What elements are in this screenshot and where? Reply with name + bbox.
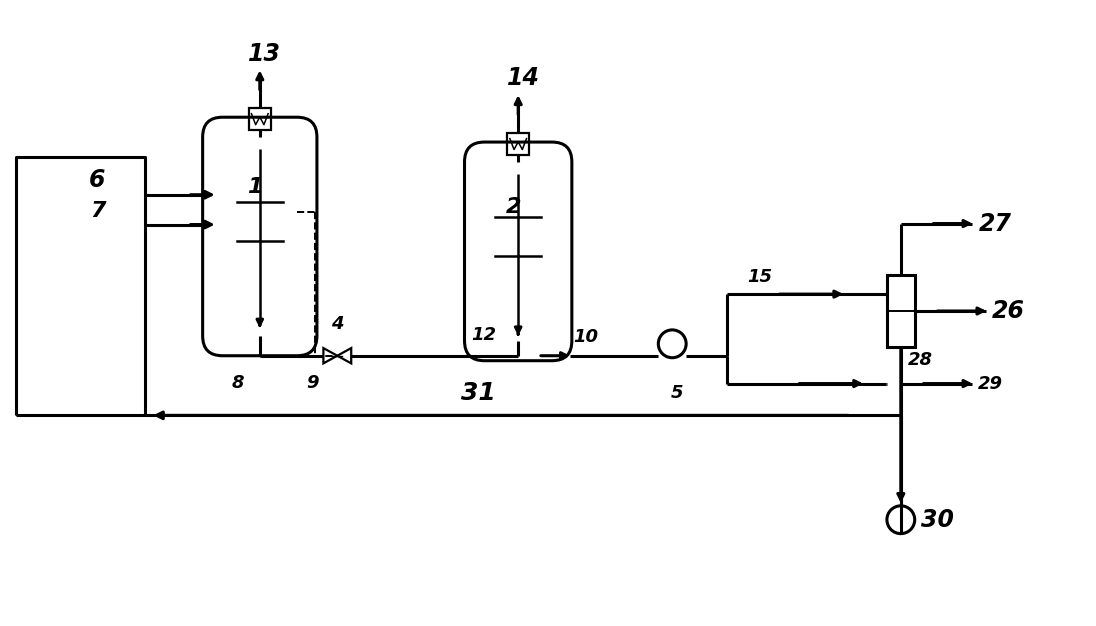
Text: 6: 6 [89, 168, 105, 192]
Text: 5: 5 [671, 384, 684, 401]
Bar [887, 275, 915, 347]
Text: 4: 4 [331, 315, 343, 333]
Text: 26: 26 [992, 299, 1025, 323]
Text: 9: 9 [306, 374, 319, 392]
Text: 7: 7 [90, 200, 105, 220]
Text: 14: 14 [506, 66, 539, 90]
Text: 15: 15 [746, 268, 772, 286]
Polygon shape [323, 348, 338, 363]
Polygon shape [338, 348, 351, 363]
Text: 31: 31 [461, 381, 495, 406]
Text: 2: 2 [505, 197, 521, 217]
Text: 10: 10 [573, 328, 597, 346]
Text: 12: 12 [471, 326, 495, 344]
Bar [507, 133, 529, 155]
Bar [249, 108, 271, 130]
Text: 13: 13 [249, 41, 282, 66]
Text: 1: 1 [247, 177, 263, 197]
Text: 27: 27 [979, 212, 1012, 235]
Text: 8: 8 [231, 374, 244, 392]
Text: 29: 29 [979, 374, 1003, 393]
Text: 30: 30 [921, 508, 954, 531]
Text: 28: 28 [907, 351, 933, 369]
